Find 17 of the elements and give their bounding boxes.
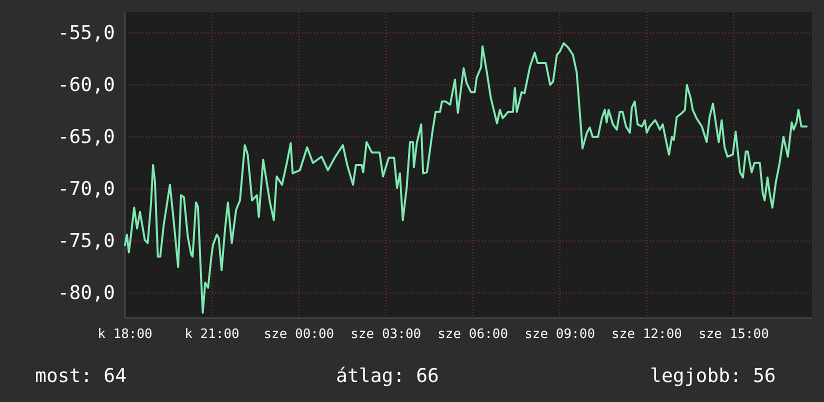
y-tick-label: -80,0: [58, 282, 115, 304]
y-tick-label: -75,0: [58, 230, 115, 252]
x-tick-label: sze 15:00: [698, 327, 769, 342]
text: legjobb: 56: [650, 365, 776, 387]
text: most: 64: [35, 365, 127, 387]
x-tick-label: sze 09:00: [524, 327, 596, 342]
y-tick-label: -60,0: [58, 74, 115, 96]
x-tick-label: sze 00:00: [264, 327, 334, 342]
x-tick-label: k 21:00: [184, 327, 240, 342]
text: átlag: 66: [336, 365, 439, 387]
x-tick-label: sze 03:00: [350, 327, 422, 342]
y-tick-label: -55,0: [58, 22, 115, 44]
x-tick-label: k 18:00: [98, 327, 152, 342]
x-tick-label: sze 06:00: [438, 327, 508, 342]
y-tick-label: -70,0: [58, 178, 115, 200]
x-tick-label: sze 12:00: [612, 327, 682, 342]
y-tick-label: -65,0: [58, 126, 115, 148]
